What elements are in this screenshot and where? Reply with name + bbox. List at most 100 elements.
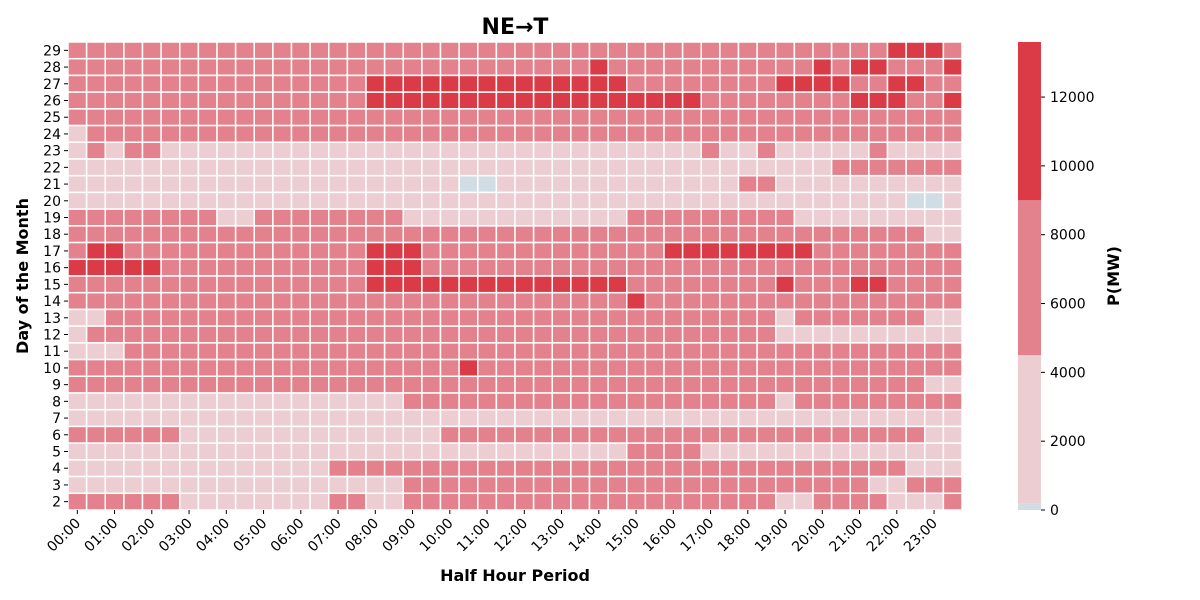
heatmap-cell [793,208,814,227]
heatmap-cell [328,225,349,244]
heatmap-cell [551,74,572,93]
heatmap-cell [681,308,703,327]
heatmap-cell [458,425,479,444]
heatmap-cell [216,158,237,177]
heatmap-cell [626,408,647,428]
heatmap-cell [104,74,125,93]
heatmap-cell [532,74,554,93]
heatmap-cell [849,74,870,93]
heatmap-cell [346,308,367,327]
heatmap-cell [849,41,870,60]
heatmap-cell [290,358,311,378]
heatmap-cell [477,392,498,411]
y-tick-label: 2 [52,495,61,511]
heatmap-cell [551,492,572,511]
heatmap-cell [309,442,330,461]
heatmap-cell [179,191,200,210]
heatmap-cell [421,358,442,378]
heatmap-cell [793,57,814,77]
heatmap-cell [272,358,293,378]
heatmap-cell [234,308,256,327]
heatmap-cell [812,158,833,177]
heatmap-cell [719,124,740,144]
heatmap-cell [905,258,926,277]
heatmap-cell [383,174,405,194]
heatmap-cell [383,141,405,160]
heatmap-cell [886,57,907,77]
heatmap-cell [160,74,181,93]
heatmap-cell [141,174,162,194]
heatmap-cell [663,174,684,194]
heatmap-cell [830,342,852,361]
heatmap-cell [700,425,721,444]
heatmap-cell [830,375,852,394]
heatmap-cell [104,108,125,127]
heatmap-cell [775,57,796,77]
heatmap-cell [830,291,852,311]
heatmap-cell [272,258,293,277]
heatmap-cell [737,425,758,444]
heatmap-cell [290,342,311,361]
heatmap-cell [477,258,498,277]
heatmap-cell [588,191,609,210]
heatmap-cell [477,492,498,511]
heatmap-cell [421,41,442,60]
heatmap-cell [793,191,814,210]
heatmap-cell [179,442,200,461]
heatmap-cell [514,241,535,261]
heatmap-cell [458,358,479,378]
heatmap-cell [290,275,311,294]
heatmap-cell [290,408,311,428]
heatmap-cell [570,174,591,194]
heatmap-cell [216,325,237,344]
heatmap-cell [67,174,88,194]
heatmap-cell [849,392,870,411]
heatmap-cell [272,225,293,244]
heatmap-cell [793,291,814,311]
heatmap-cell [458,325,479,344]
heatmap-cell [830,425,852,444]
heatmap-cell [253,408,274,428]
heatmap-cell [942,325,963,344]
heatmap-cell [85,308,107,327]
heatmap-cell [141,425,162,444]
y-tick-label: 18 [43,227,61,243]
heatmap-cell [942,124,963,144]
heatmap-cell [365,191,386,210]
heatmap-cell [85,241,107,261]
heatmap-cell [719,41,740,60]
heatmap-cell [179,459,200,478]
heatmap-cell [886,174,907,194]
heatmap-cell [514,325,535,344]
heatmap-cell [886,141,907,160]
heatmap-cell [160,358,181,378]
heatmap-cell [681,492,703,511]
heatmap-cell [663,74,684,93]
heatmap-cell [383,442,405,461]
heatmap-cell [328,258,349,277]
chart-title: NE→T [482,15,549,40]
heatmap-cell [458,41,479,60]
heatmap-cell [775,375,796,394]
heatmap-cell [700,41,721,60]
heatmap-cell [216,74,237,93]
heatmap-cell [793,375,814,394]
heatmap-cell [272,241,293,261]
heatmap-cell [924,375,945,394]
heatmap-cell [644,191,665,210]
heatmap-cell [737,492,758,511]
heatmap-cell [179,174,200,194]
heatmap-cell [775,459,796,478]
heatmap-cell [644,392,665,411]
heatmap-cell [644,308,665,327]
heatmap-cell [421,325,442,344]
heatmap-cell [421,191,442,210]
heatmap-cell [793,74,814,93]
heatmap-cell [830,275,852,294]
heatmap-cell [532,158,554,177]
heatmap-cell [868,225,889,244]
heatmap-cell [67,225,88,244]
heatmap-cell [272,342,293,361]
heatmap-cell [868,191,889,210]
heatmap-cell [719,442,740,461]
